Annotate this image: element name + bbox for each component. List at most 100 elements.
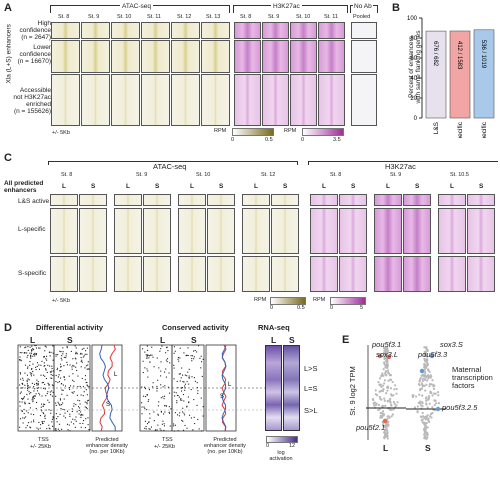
d-dot [36, 365, 38, 367]
d-dot [32, 363, 34, 365]
atac-group-label: ATAC-seq [120, 3, 154, 10]
panel-e-violin-plot [366, 345, 446, 440]
d-dot [62, 347, 64, 349]
c-h3-tile [403, 256, 431, 292]
d-dot [145, 388, 147, 390]
d-dot [183, 352, 185, 354]
c-atac-tile [271, 256, 299, 292]
d-dot [55, 395, 57, 397]
d-rna-heatmap-l [265, 345, 282, 431]
d-dot [198, 345, 200, 347]
c-atac-tile [143, 256, 171, 292]
d-dot [165, 376, 168, 378]
d-dot [186, 427, 188, 429]
d-dot [187, 354, 189, 357]
d-dot [42, 387, 44, 389]
d-dot [69, 413, 71, 415]
d-dot [87, 361, 89, 363]
c-atac-tile [50, 194, 78, 206]
d-dot [51, 384, 53, 386]
d-dot [160, 370, 162, 372]
d-dot [144, 407, 146, 409]
b-y-tick-label: 20 [410, 96, 417, 102]
e-point [381, 372, 384, 375]
d-dot [28, 391, 30, 393]
d-dot [192, 429, 194, 431]
c-col-label: S [415, 183, 420, 190]
d-dot [20, 378, 22, 380]
c-col-label: L [254, 183, 258, 190]
e-point [424, 350, 428, 353]
e-point [421, 401, 424, 404]
d-dot [176, 394, 179, 396]
d-dot [183, 414, 186, 416]
d-dot [144, 427, 146, 429]
d-dot [177, 356, 180, 359]
a-atac-tile [81, 74, 110, 126]
d-dot [190, 417, 192, 419]
d-dot [75, 353, 77, 355]
a-atac-tile [81, 40, 110, 73]
d-dot [86, 403, 88, 405]
e-point [430, 416, 433, 419]
d-dot [69, 385, 72, 387]
d-dot [27, 349, 29, 351]
d-dot [30, 368, 33, 370]
d-dot [51, 377, 53, 379]
e-highlight-sox3-s [429, 353, 435, 359]
e-gene-sox3-s: sox3.S [440, 340, 463, 349]
a-atac-tile [111, 74, 140, 126]
e-point [421, 394, 424, 397]
c-atac-stage-label: St. 12 [261, 172, 276, 178]
d-dot [180, 398, 182, 400]
d-dot [26, 374, 28, 376]
d-dot [60, 351, 62, 353]
d-dot [56, 421, 58, 423]
d-dot [22, 387, 24, 389]
d-dot [79, 422, 81, 425]
c-col-label: S [351, 183, 356, 190]
d-dot [30, 421, 32, 423]
d-band-l-eq-s: L=S [304, 384, 318, 393]
c-atac-tile [143, 194, 171, 206]
d-dot [56, 418, 58, 420]
d-dot [189, 414, 191, 416]
d-dot [52, 374, 54, 376]
d-dot [30, 354, 32, 356]
d-dot [19, 372, 21, 374]
e-point [423, 433, 426, 436]
d-dot [29, 386, 31, 388]
d-dot [47, 399, 49, 401]
e-point [429, 374, 432, 377]
e-point [389, 387, 393, 390]
d-dot [73, 423, 75, 425]
d-dot [33, 374, 35, 376]
d-dot [40, 374, 42, 376]
d-dot [201, 430, 203, 432]
d-dot [191, 358, 193, 360]
d-dot [27, 384, 29, 387]
d-dot [36, 362, 39, 364]
d-dot [19, 401, 21, 403]
d-dot [52, 370, 55, 372]
d-dot [197, 390, 199, 392]
d-dot [173, 364, 175, 366]
e-point [426, 433, 429, 436]
d-dot [79, 400, 81, 402]
c-col-label: L [126, 183, 130, 190]
d-rna-col-s: S [289, 335, 295, 345]
d-dot [35, 382, 37, 384]
e-gene-pou5f3-3: pou5f3.3 [418, 350, 448, 359]
e-point [392, 400, 395, 404]
d-dot [72, 364, 74, 366]
d-dot [188, 377, 191, 379]
d-dot [62, 408, 64, 410]
d-dot [50, 394, 52, 396]
d-dot [50, 374, 52, 376]
d-dot [87, 399, 89, 401]
d-dot [78, 409, 80, 412]
d-dot [184, 374, 186, 376]
d-dot [173, 391, 175, 393]
d-dot [80, 414, 82, 416]
e-point [382, 374, 385, 377]
